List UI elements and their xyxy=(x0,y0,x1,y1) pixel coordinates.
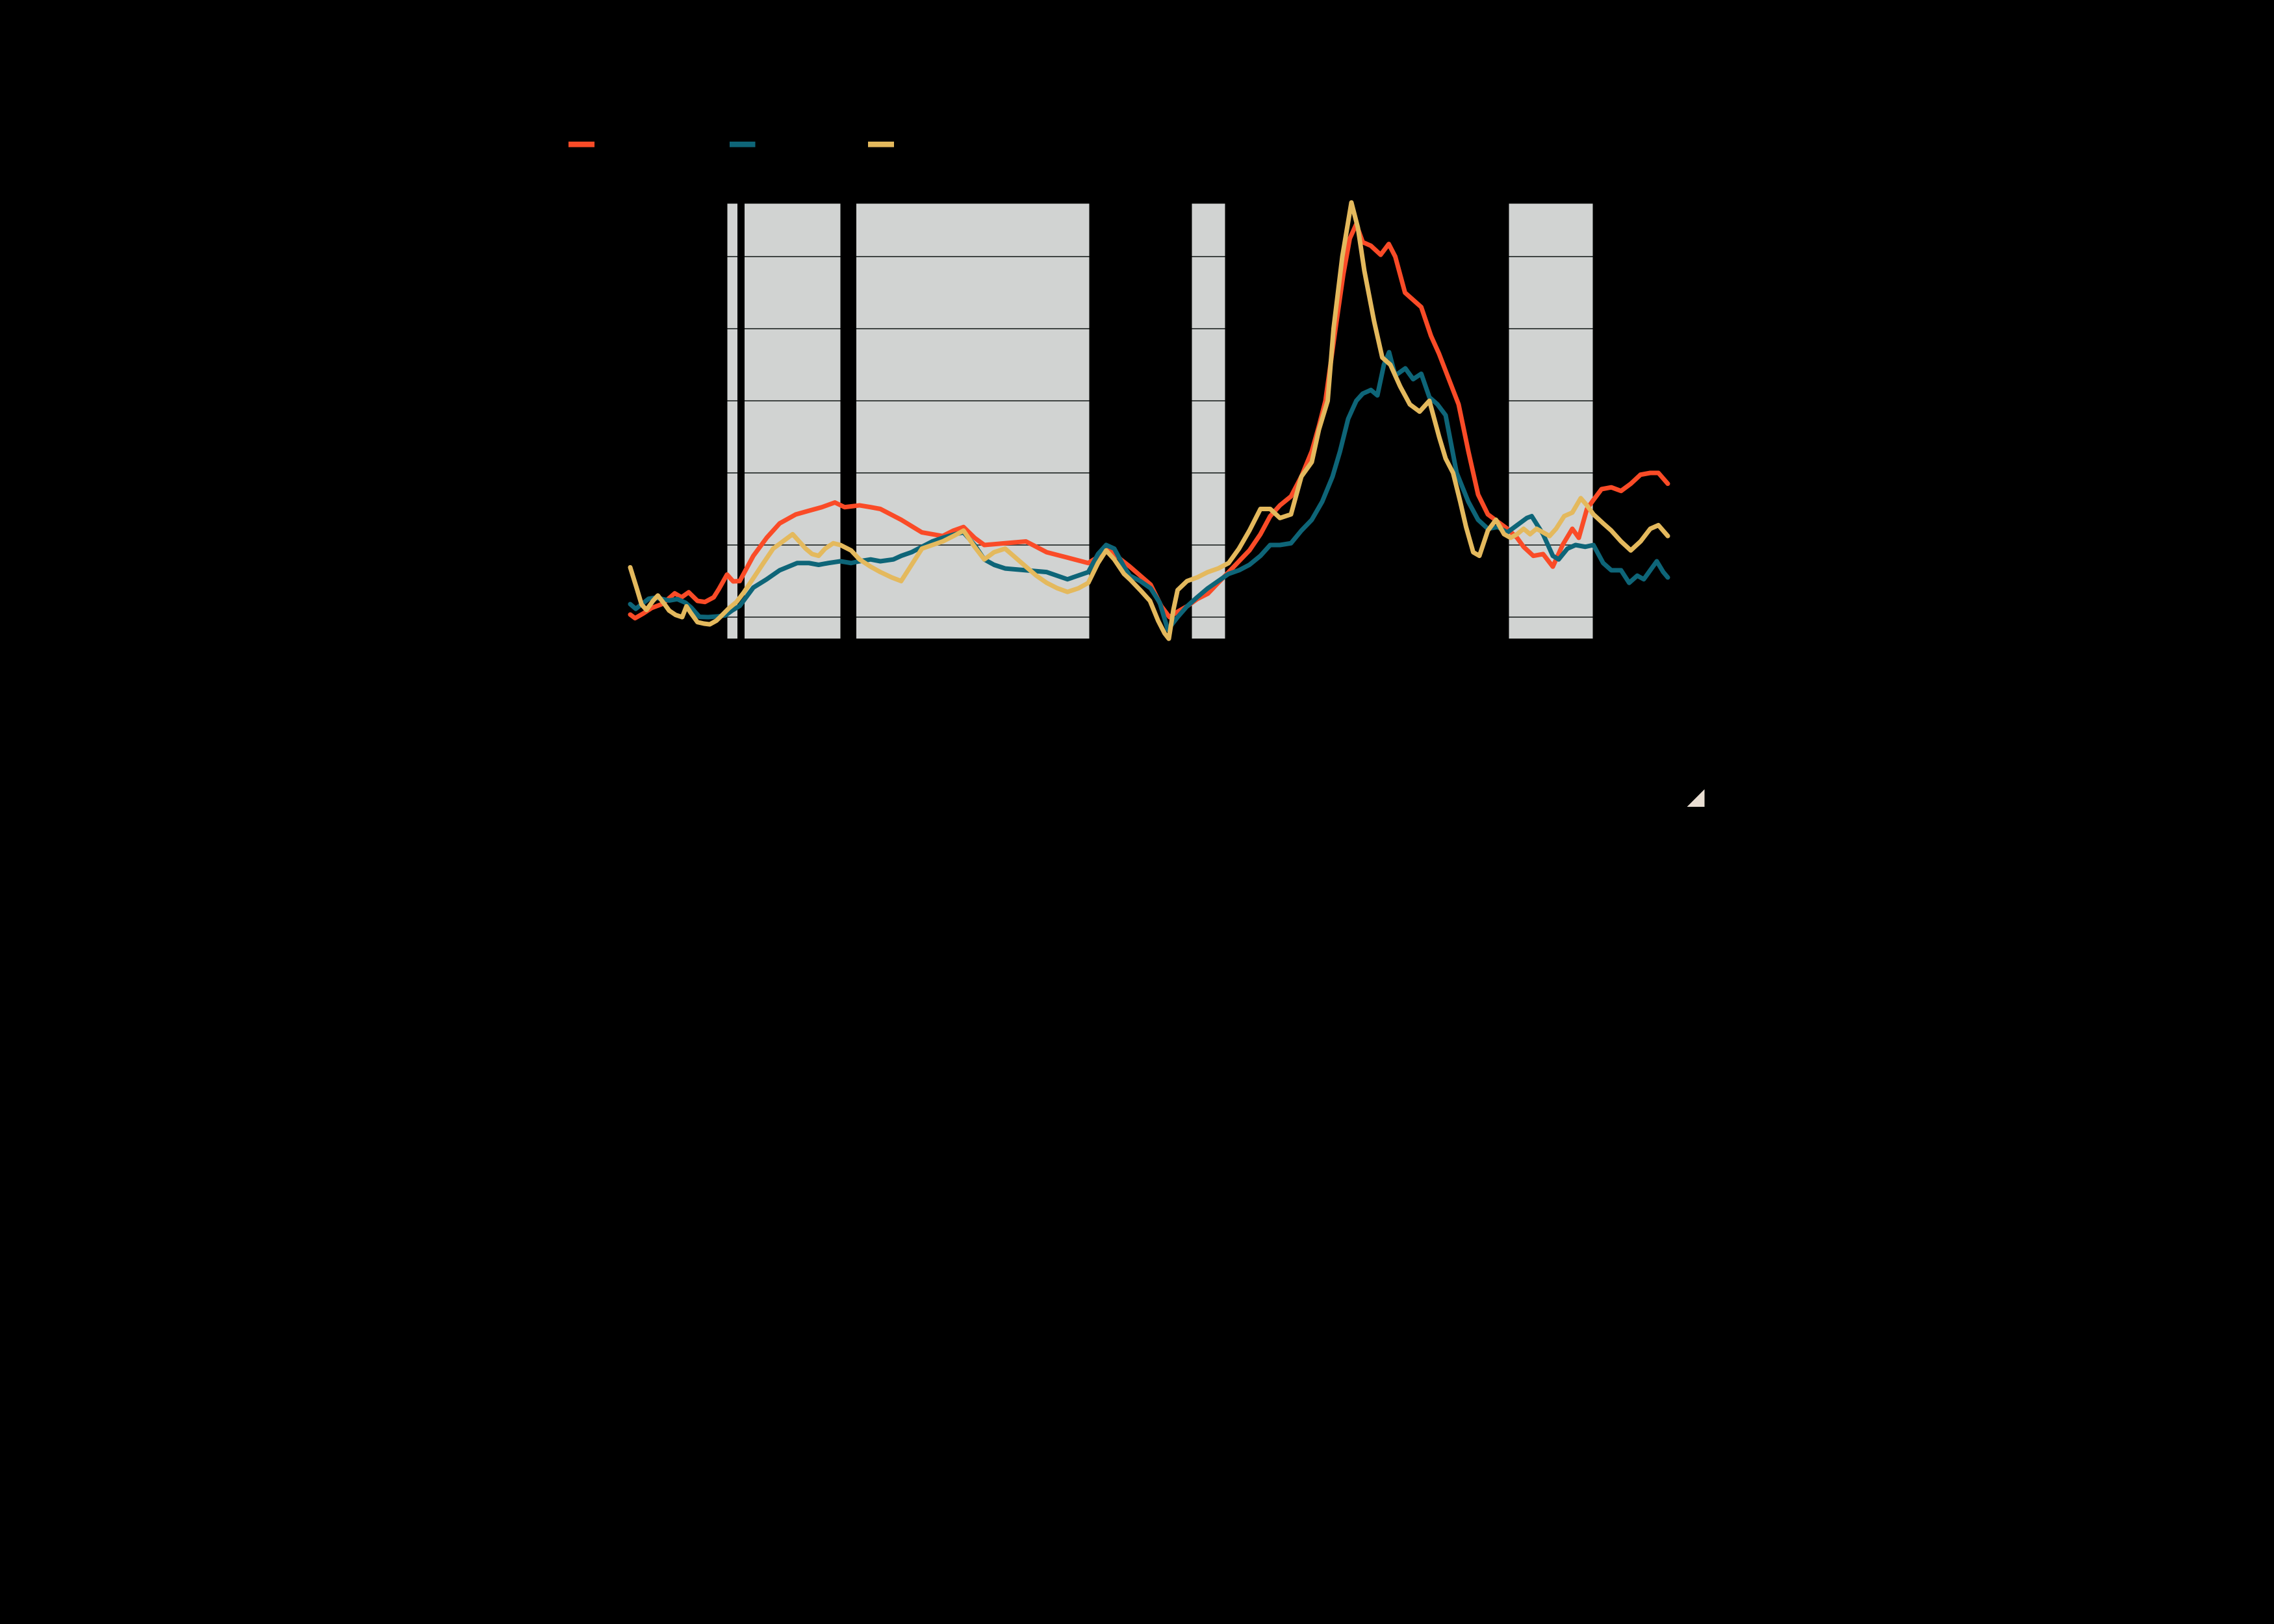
expand-triangle-icon xyxy=(1687,789,1705,807)
line-chart xyxy=(568,0,1706,812)
series-lines xyxy=(628,200,1670,641)
series-orange-line xyxy=(628,222,1670,621)
legend xyxy=(568,142,894,147)
recession-band xyxy=(856,203,1090,639)
series-teal-line xyxy=(628,349,1670,632)
recession-band xyxy=(727,203,737,639)
legend-swatch-teal xyxy=(730,142,756,147)
legend-swatch-yellow xyxy=(868,142,894,147)
recession-band xyxy=(1509,203,1593,639)
chart-container xyxy=(568,0,1706,812)
legend-swatch-orange xyxy=(568,142,594,147)
series-yellow-line xyxy=(628,200,1670,641)
